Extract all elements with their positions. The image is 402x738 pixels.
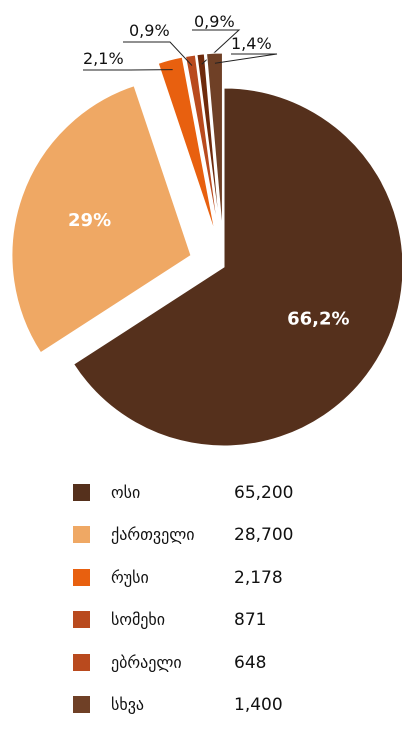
legend-swatch bbox=[73, 526, 90, 543]
legend-label: რუსი bbox=[111, 568, 149, 587]
leader-line bbox=[215, 54, 277, 63]
pie-chart: 66,2% 29% 2,1% 0,9% 0,9% 1,4% bbox=[0, 0, 402, 460]
legend-swatch bbox=[73, 696, 90, 713]
legend-label: სომეხი bbox=[111, 610, 165, 629]
slice-label: 0,9% bbox=[194, 12, 235, 31]
legend-value: 28,700 bbox=[234, 525, 293, 545]
slice-label: 0,9% bbox=[129, 21, 170, 40]
legend-swatch bbox=[73, 654, 90, 671]
legend-label: სხვა bbox=[111, 695, 144, 714]
legend-value: 871 bbox=[234, 610, 266, 630]
legend-item-rusi: რუსი 2,178 bbox=[0, 569, 402, 611]
legend-label: ქართველი bbox=[111, 525, 195, 544]
legend-item-ebraeli: ებრაელი 648 bbox=[0, 654, 402, 696]
slice-label: 2,1% bbox=[83, 49, 124, 68]
slice-label: 29% bbox=[68, 210, 111, 231]
slice-label: 66,2% bbox=[287, 308, 349, 329]
legend-value: 65,200 bbox=[234, 483, 293, 503]
legend-swatch bbox=[73, 569, 90, 586]
legend-label: ოსი bbox=[111, 483, 140, 502]
slice-label: 1,4% bbox=[231, 34, 272, 53]
legend-value: 2,178 bbox=[234, 568, 283, 588]
legend-value: 648 bbox=[234, 653, 266, 673]
legend-value: 1,400 bbox=[234, 695, 283, 715]
legend-swatch bbox=[73, 484, 90, 501]
legend-label: ებრაელი bbox=[111, 653, 182, 672]
legend-swatch bbox=[73, 611, 90, 628]
legend-item-skhva: სხვა 1,400 bbox=[0, 696, 402, 738]
legend-item-kartveli: ქართველი 28,700 bbox=[0, 526, 402, 568]
legend-item-somekhi: სომეხი 871 bbox=[0, 611, 402, 653]
legend-item-osi: ოსი 65,200 bbox=[0, 484, 402, 526]
